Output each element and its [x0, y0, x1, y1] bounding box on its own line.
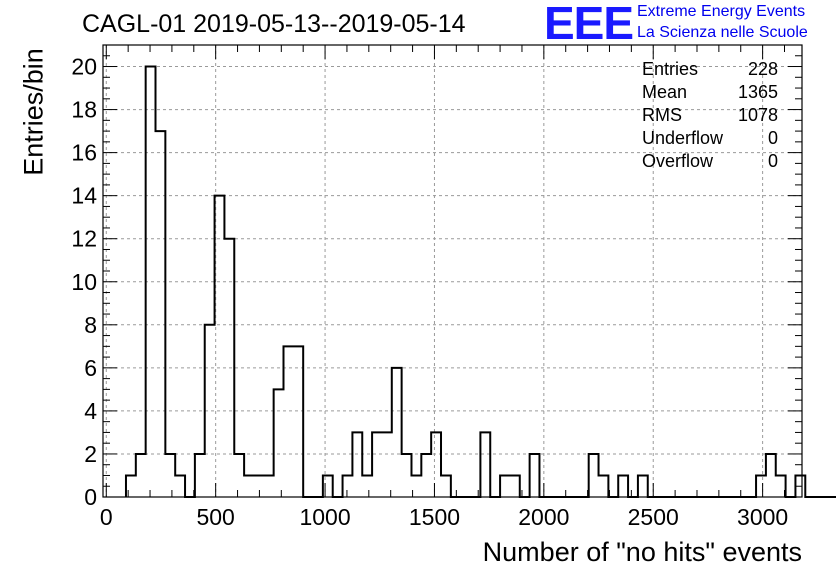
tick-labels: 0 500 1000 1500 2000 2500 30000246810121416182…	[71, 54, 788, 530]
y-tick-label: 16	[71, 140, 97, 166]
stat-label: Underflow	[642, 128, 724, 148]
x-tick-label: 1500	[409, 504, 460, 530]
y-tick-label: 6	[84, 355, 97, 381]
x-axis-label: Number of "no hits" events	[482, 537, 802, 567]
stat-value: 0	[767, 128, 778, 148]
axis-ticks	[103, 44, 802, 498]
y-tick-label: 8	[84, 312, 97, 338]
y-axis-label: Entries/bin	[18, 48, 49, 176]
stat-label: RMS	[642, 105, 682, 125]
x-tick-label: 0	[100, 504, 113, 530]
stat-label: Overflow	[642, 151, 714, 171]
x-tick-label: 1000	[299, 504, 350, 530]
stat-label: Mean	[642, 82, 688, 102]
x-tick-label: 3000	[737, 504, 788, 530]
stat-overflow: Overflow 0	[642, 150, 778, 173]
logo-line-1: Extreme Energy Events	[637, 3, 806, 20]
stat-mean: Mean 1365	[642, 81, 778, 104]
x-tick-label: 2000	[518, 504, 569, 530]
y-tick-label: 18	[71, 97, 97, 123]
y-tick-label: 14	[71, 183, 97, 209]
y-tick-label: 2	[84, 441, 97, 467]
stat-label: Entries	[642, 59, 699, 79]
y-tick-label: 10	[71, 269, 97, 295]
stat-value: 228	[747, 59, 778, 79]
grid-lines	[103, 45, 802, 498]
y-tick-label: 4	[84, 398, 97, 424]
chart-title: CAGL-01 2019-05-13--2019-05-14	[82, 10, 466, 38]
stat-value: 1078	[737, 105, 778, 125]
y-tick-label: 12	[71, 226, 97, 252]
stat-underflow: Underflow 0	[642, 127, 778, 150]
y-tick-label: 0	[84, 484, 97, 510]
stat-rms: RMS 1078	[642, 104, 778, 127]
x-tick-label: 500	[196, 504, 234, 530]
stats-box: Entries 228 Mean 1365 RMS 1078 Underflow…	[642, 58, 778, 173]
logo-line-2: La Scienza nelle Scuole	[637, 24, 808, 41]
stat-value: 0	[767, 151, 778, 171]
eee-logo: EEE	[544, 0, 634, 49]
y-tick-label: 20	[71, 54, 97, 80]
stat-value: 1365	[737, 82, 778, 102]
stat-entries: Entries 228	[642, 58, 778, 81]
x-tick-label: 2500	[628, 504, 679, 530]
